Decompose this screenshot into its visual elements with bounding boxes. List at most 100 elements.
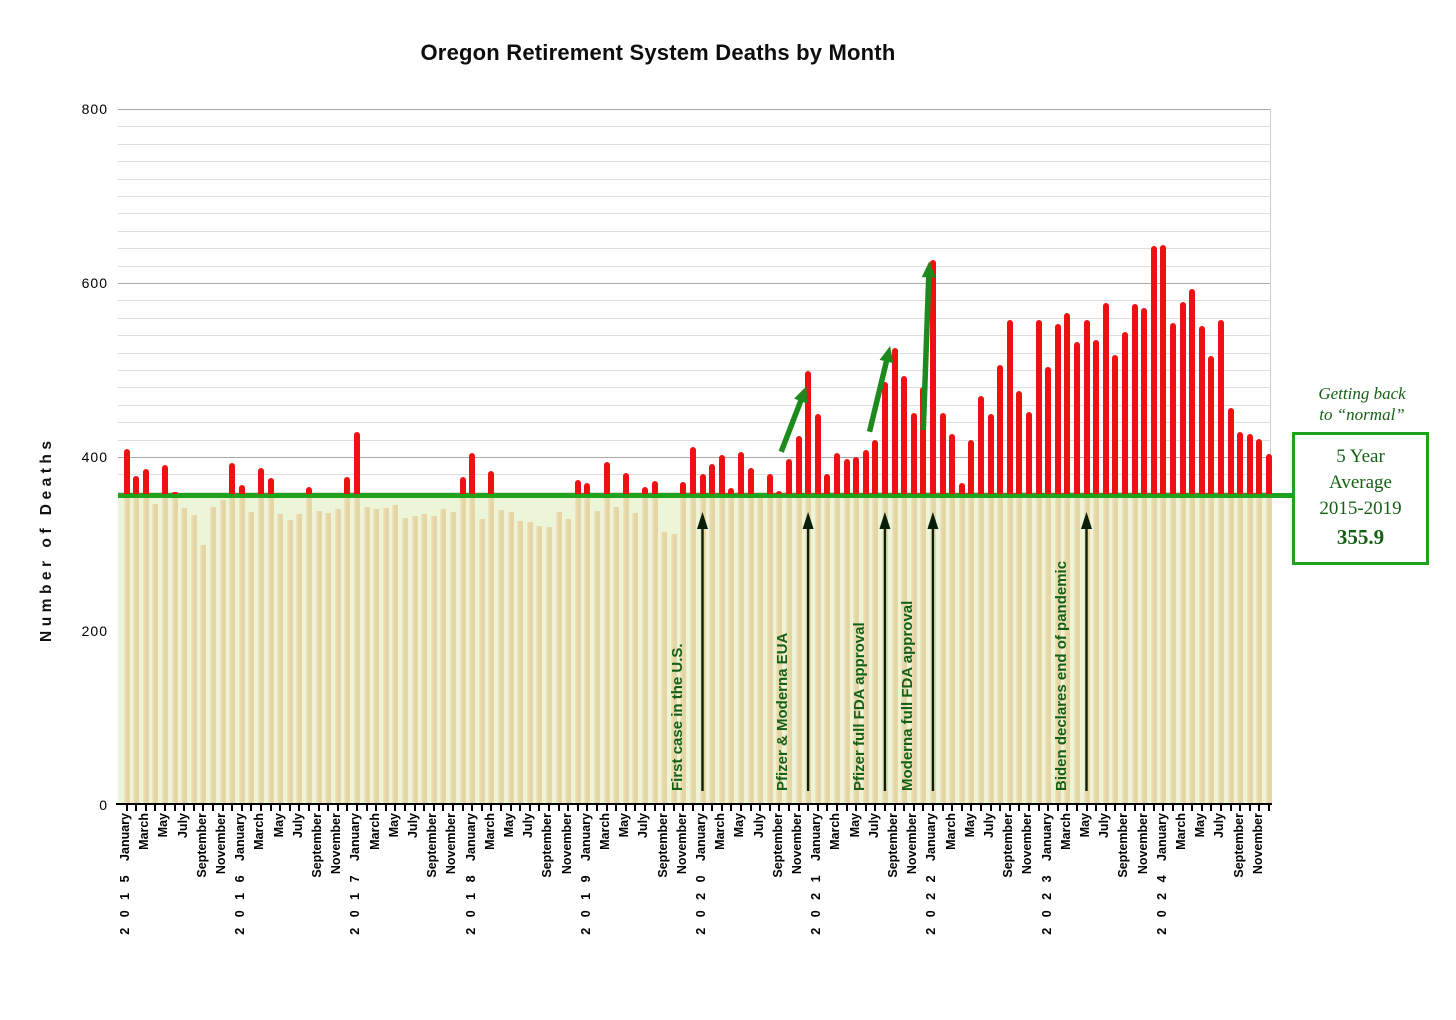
x-tick-mark bbox=[1229, 805, 1232, 811]
x-tick-mark bbox=[336, 805, 339, 811]
x-tick-mark bbox=[1114, 805, 1117, 811]
x-tick-mark bbox=[1171, 805, 1174, 811]
x-tick-mark bbox=[1248, 805, 1251, 811]
bar-below-segment bbox=[1064, 495, 1071, 803]
trend-arrow-line bbox=[920, 273, 932, 431]
bar-below-segment bbox=[123, 495, 130, 803]
bar-below-segment bbox=[421, 514, 428, 803]
x-tick-mark bbox=[221, 805, 224, 811]
bar-below-segment bbox=[1073, 495, 1080, 803]
average-box-line1: 5 Year bbox=[1336, 446, 1385, 467]
x-tick-mark bbox=[163, 805, 166, 811]
x-tick-mark bbox=[307, 805, 310, 811]
bar-below-segment bbox=[1256, 495, 1263, 803]
gridline-minor bbox=[118, 300, 1270, 302]
bar-above-segment bbox=[920, 387, 927, 495]
bar-above-segment bbox=[718, 455, 725, 495]
bar-below-segment bbox=[142, 495, 149, 803]
gridline-minor bbox=[118, 213, 1270, 215]
x-tick-mark bbox=[231, 805, 234, 811]
bar-above-segment bbox=[709, 463, 716, 495]
bar-below-segment bbox=[977, 495, 984, 803]
x-tick-mark bbox=[403, 805, 406, 811]
bar-above-segment bbox=[997, 364, 1004, 495]
x-tick-mark bbox=[1133, 805, 1136, 811]
x-tick-mark bbox=[1162, 805, 1165, 811]
bar-below-segment bbox=[737, 495, 744, 803]
x-tick-mark bbox=[759, 805, 762, 811]
gridline-minor bbox=[118, 370, 1270, 371]
bar-below-segment bbox=[641, 495, 648, 803]
x-tick-mark bbox=[355, 805, 358, 811]
x-tick-mark bbox=[269, 805, 272, 811]
bar-above-segment bbox=[123, 449, 130, 495]
bar-below-segment bbox=[651, 495, 658, 803]
x-tick-mark bbox=[970, 805, 973, 811]
bar-above-segment bbox=[1217, 320, 1224, 495]
bar-above-segment bbox=[891, 348, 898, 495]
bar-above-segment bbox=[142, 469, 149, 495]
bar-below-segment bbox=[305, 495, 312, 803]
bar-below-segment bbox=[1150, 495, 1157, 803]
x-tick-mark bbox=[931, 805, 934, 811]
average-box-line2: Average bbox=[1329, 472, 1392, 494]
side-note: Getting back to “normal” bbox=[1292, 383, 1432, 426]
x-tick-mark bbox=[202, 805, 205, 811]
bar-above-segment bbox=[1083, 320, 1090, 495]
bar-below-segment bbox=[344, 495, 351, 803]
bar-above-segment bbox=[910, 412, 917, 495]
x-tick-mark bbox=[768, 805, 771, 811]
bar-below-segment bbox=[1189, 495, 1196, 803]
bar-below-segment bbox=[488, 495, 495, 803]
bar-above-segment bbox=[1016, 390, 1023, 495]
bar-below-segment bbox=[968, 495, 975, 803]
bar-below-segment bbox=[718, 495, 725, 803]
x-tick-mark bbox=[346, 805, 349, 811]
bar-below-segment bbox=[987, 495, 994, 803]
bar-above-segment bbox=[469, 452, 476, 495]
x-tick-mark bbox=[192, 805, 195, 811]
gridline-minor bbox=[118, 143, 1270, 145]
bar-above-segment bbox=[1121, 331, 1128, 495]
bar-below-segment bbox=[382, 508, 389, 803]
bar-above-segment bbox=[737, 451, 744, 495]
bar-above-segment bbox=[881, 382, 888, 495]
x-tick-mark bbox=[960, 805, 963, 811]
x-tick-mark bbox=[1143, 805, 1146, 811]
y-tick-label: 200 bbox=[81, 623, 108, 639]
bar-above-segment bbox=[862, 450, 869, 495]
bar-above-segment bbox=[949, 433, 956, 495]
gridline-minor bbox=[118, 439, 1270, 441]
bar-below-segment bbox=[133, 495, 140, 803]
bar-below-segment bbox=[373, 509, 380, 803]
average-line bbox=[118, 492, 1292, 498]
bar-below-segment bbox=[430, 516, 437, 803]
gridline-minor bbox=[118, 196, 1270, 197]
bar-below-segment bbox=[325, 512, 332, 803]
bar-above-segment bbox=[833, 452, 840, 495]
x-tick-mark bbox=[1210, 805, 1213, 811]
bar-above-segment bbox=[1093, 339, 1100, 495]
bar-above-segment bbox=[161, 464, 168, 495]
x-tick-mark bbox=[528, 805, 531, 811]
bar-below-segment bbox=[229, 495, 236, 803]
bar-below-segment bbox=[1141, 495, 1148, 803]
x-tick-mark bbox=[586, 805, 589, 811]
x-tick-mark bbox=[749, 805, 752, 811]
x-tick-mark bbox=[691, 805, 694, 811]
x-tick-mark bbox=[538, 805, 541, 811]
bar-below-segment bbox=[670, 533, 677, 803]
bar-above-segment bbox=[1246, 433, 1253, 495]
bar-below-segment bbox=[814, 495, 821, 803]
bar-below-segment bbox=[536, 525, 543, 803]
x-tick-mark bbox=[624, 805, 627, 811]
bar-above-segment bbox=[699, 474, 706, 495]
bar-below-segment bbox=[824, 495, 831, 803]
x-tick-mark bbox=[826, 805, 829, 811]
x-tick-mark bbox=[183, 805, 186, 811]
bar-above-segment bbox=[1006, 319, 1013, 495]
gridline-minor bbox=[118, 230, 1270, 232]
bar-above-segment bbox=[987, 413, 994, 495]
gridline-minor bbox=[118, 352, 1270, 354]
